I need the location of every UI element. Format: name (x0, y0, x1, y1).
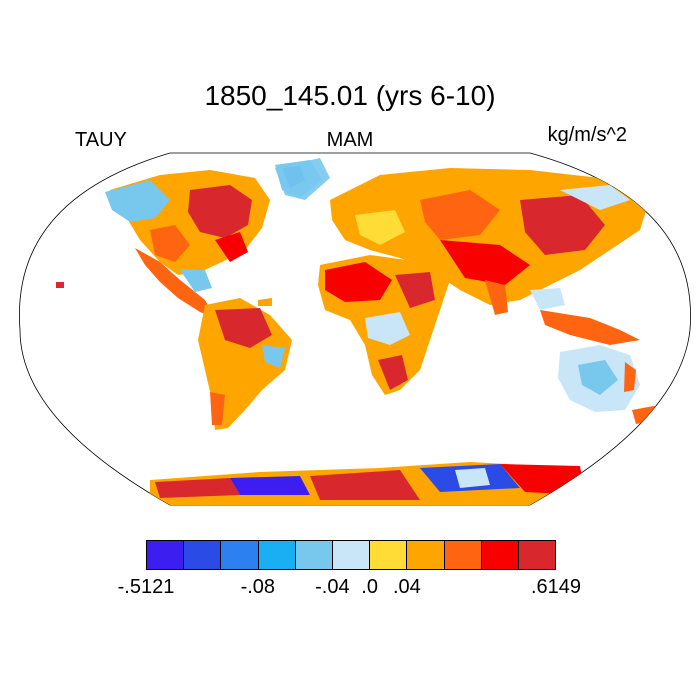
colorbar-tick-label: .0 (361, 576, 378, 598)
season-label: MAM (326, 129, 374, 151)
colorbar-tick-label: -.04 (315, 576, 350, 598)
colorbar-box (370, 541, 408, 569)
colorbar-box (444, 541, 482, 569)
colorbar-box (407, 541, 445, 569)
field-label: TAUY (75, 129, 127, 151)
colorbar-box (258, 541, 296, 569)
plot-title: 1850_145.01 (yrs 6-10) (204, 80, 496, 111)
maritime-asia (540, 310, 640, 345)
colorbar-tick-label: .04 (393, 576, 421, 598)
africa (318, 255, 450, 395)
island (258, 298, 272, 306)
colorbar-tick-label: -.08 (240, 576, 276, 598)
colorbar-tick-label: .6149 (530, 576, 582, 598)
colorbar (146, 540, 556, 570)
colorbar-box (221, 541, 259, 569)
colorbar-box (332, 541, 371, 569)
island (56, 282, 64, 288)
units-label: kg/m/s^2 (547, 124, 627, 146)
colorbar-box (518, 541, 556, 569)
greenland (275, 158, 330, 200)
colorbar-box (481, 541, 519, 569)
colorbar-box (147, 541, 185, 569)
eurasia (330, 168, 650, 315)
colorbar-tick-label: -.5121 (117, 576, 175, 598)
south-america (198, 298, 292, 430)
antarctica (150, 462, 590, 505)
colorbar-box (295, 541, 333, 569)
colorbar-box (184, 541, 222, 569)
australia (558, 345, 640, 412)
